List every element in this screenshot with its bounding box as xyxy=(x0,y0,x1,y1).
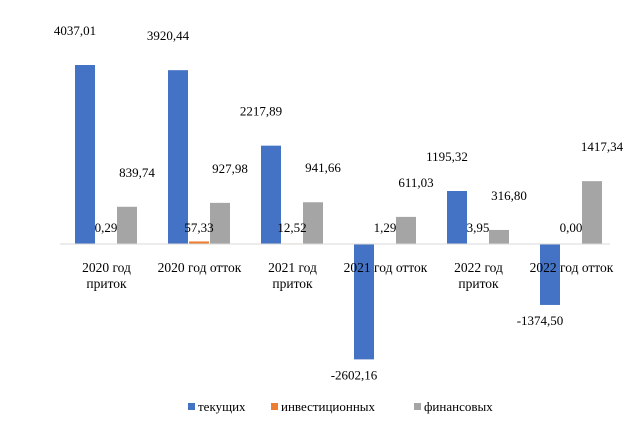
value-label-финансовых-5: 1417,34 xyxy=(581,139,624,154)
bar-финансовых-2 xyxy=(303,202,323,244)
bars-layer xyxy=(75,65,602,360)
bar-финансовых-1 xyxy=(210,202,230,244)
category-label-3-0: 2021 год отток xyxy=(344,260,428,275)
bar-инвестиционных-1 xyxy=(189,241,209,244)
value-label-финансовых-2: 941,66 xyxy=(305,160,341,175)
value-label-инвестиционных-1: 57,33 xyxy=(184,220,213,235)
value-label-текущих-2: 2217,89 xyxy=(240,104,282,119)
legend-swatch-финансовых xyxy=(414,403,421,410)
legend-swatch-текущих xyxy=(188,403,195,410)
value-label-текущих-4: 1195,32 xyxy=(426,149,468,164)
bar-финансовых-5 xyxy=(582,181,602,244)
bar-текущих-3 xyxy=(354,244,374,360)
bar-текущих-0 xyxy=(75,65,95,244)
category-label-2-1: приток xyxy=(272,276,313,291)
category-label-5-0: 2022 год отток xyxy=(530,260,614,275)
value-label-текущих-5: -1374,50 xyxy=(517,313,564,328)
value-label-инвестиционных-2: 12,52 xyxy=(277,220,306,235)
category-label-1-0: 2020 год отток xyxy=(158,260,242,275)
legend-swatch-инвестиционных xyxy=(271,403,278,410)
category-label-4-0: 2022 год xyxy=(454,260,503,275)
category-label-0-0: 2020 год xyxy=(82,260,131,275)
value-labels-layer: 4037,01 0,29 839,74 3920,44 57,33 927,98 2217,… xyxy=(54,23,624,382)
value-label-финансовых-1: 927,98 xyxy=(212,161,248,176)
bar-финансовых-0 xyxy=(117,206,137,244)
category-label-4-1: приток xyxy=(458,276,499,291)
bar-финансовых-3 xyxy=(396,216,416,244)
bar-текущих-5 xyxy=(540,244,560,305)
bar-текущих-4 xyxy=(447,190,467,244)
value-label-инвестиционных-3: 1,29 xyxy=(374,220,397,235)
legend-label-инвестиционных: инвестиционных xyxy=(281,399,376,414)
bar-текущих-2 xyxy=(261,145,281,244)
legend: текущих инвестиционных финансовых xyxy=(188,399,493,414)
value-label-инвестиционных-5: 0,00 xyxy=(560,220,583,235)
value-label-инвестиционных-4: 3,95 xyxy=(467,220,490,235)
value-label-текущих-0: 4037,01 xyxy=(54,23,96,38)
category-label-0-1: приток xyxy=(86,276,127,291)
legend-label-финансовых: финансовых xyxy=(424,399,493,414)
value-label-инвестиционных-0: 0,29 xyxy=(95,220,118,235)
category-label-2-0: 2021 год xyxy=(268,260,317,275)
bar-текущих-1 xyxy=(168,70,188,244)
bar-финансовых-4 xyxy=(489,229,509,244)
value-label-текущих-3: -2602,16 xyxy=(331,367,378,382)
value-label-финансовых-0: 839,74 xyxy=(119,165,155,180)
value-label-финансовых-3: 611,03 xyxy=(398,175,433,190)
value-label-текущих-1: 3920,44 xyxy=(147,28,190,43)
legend-label-текущих: текущих xyxy=(198,399,246,414)
value-label-финансовых-4: 316,80 xyxy=(491,188,527,203)
